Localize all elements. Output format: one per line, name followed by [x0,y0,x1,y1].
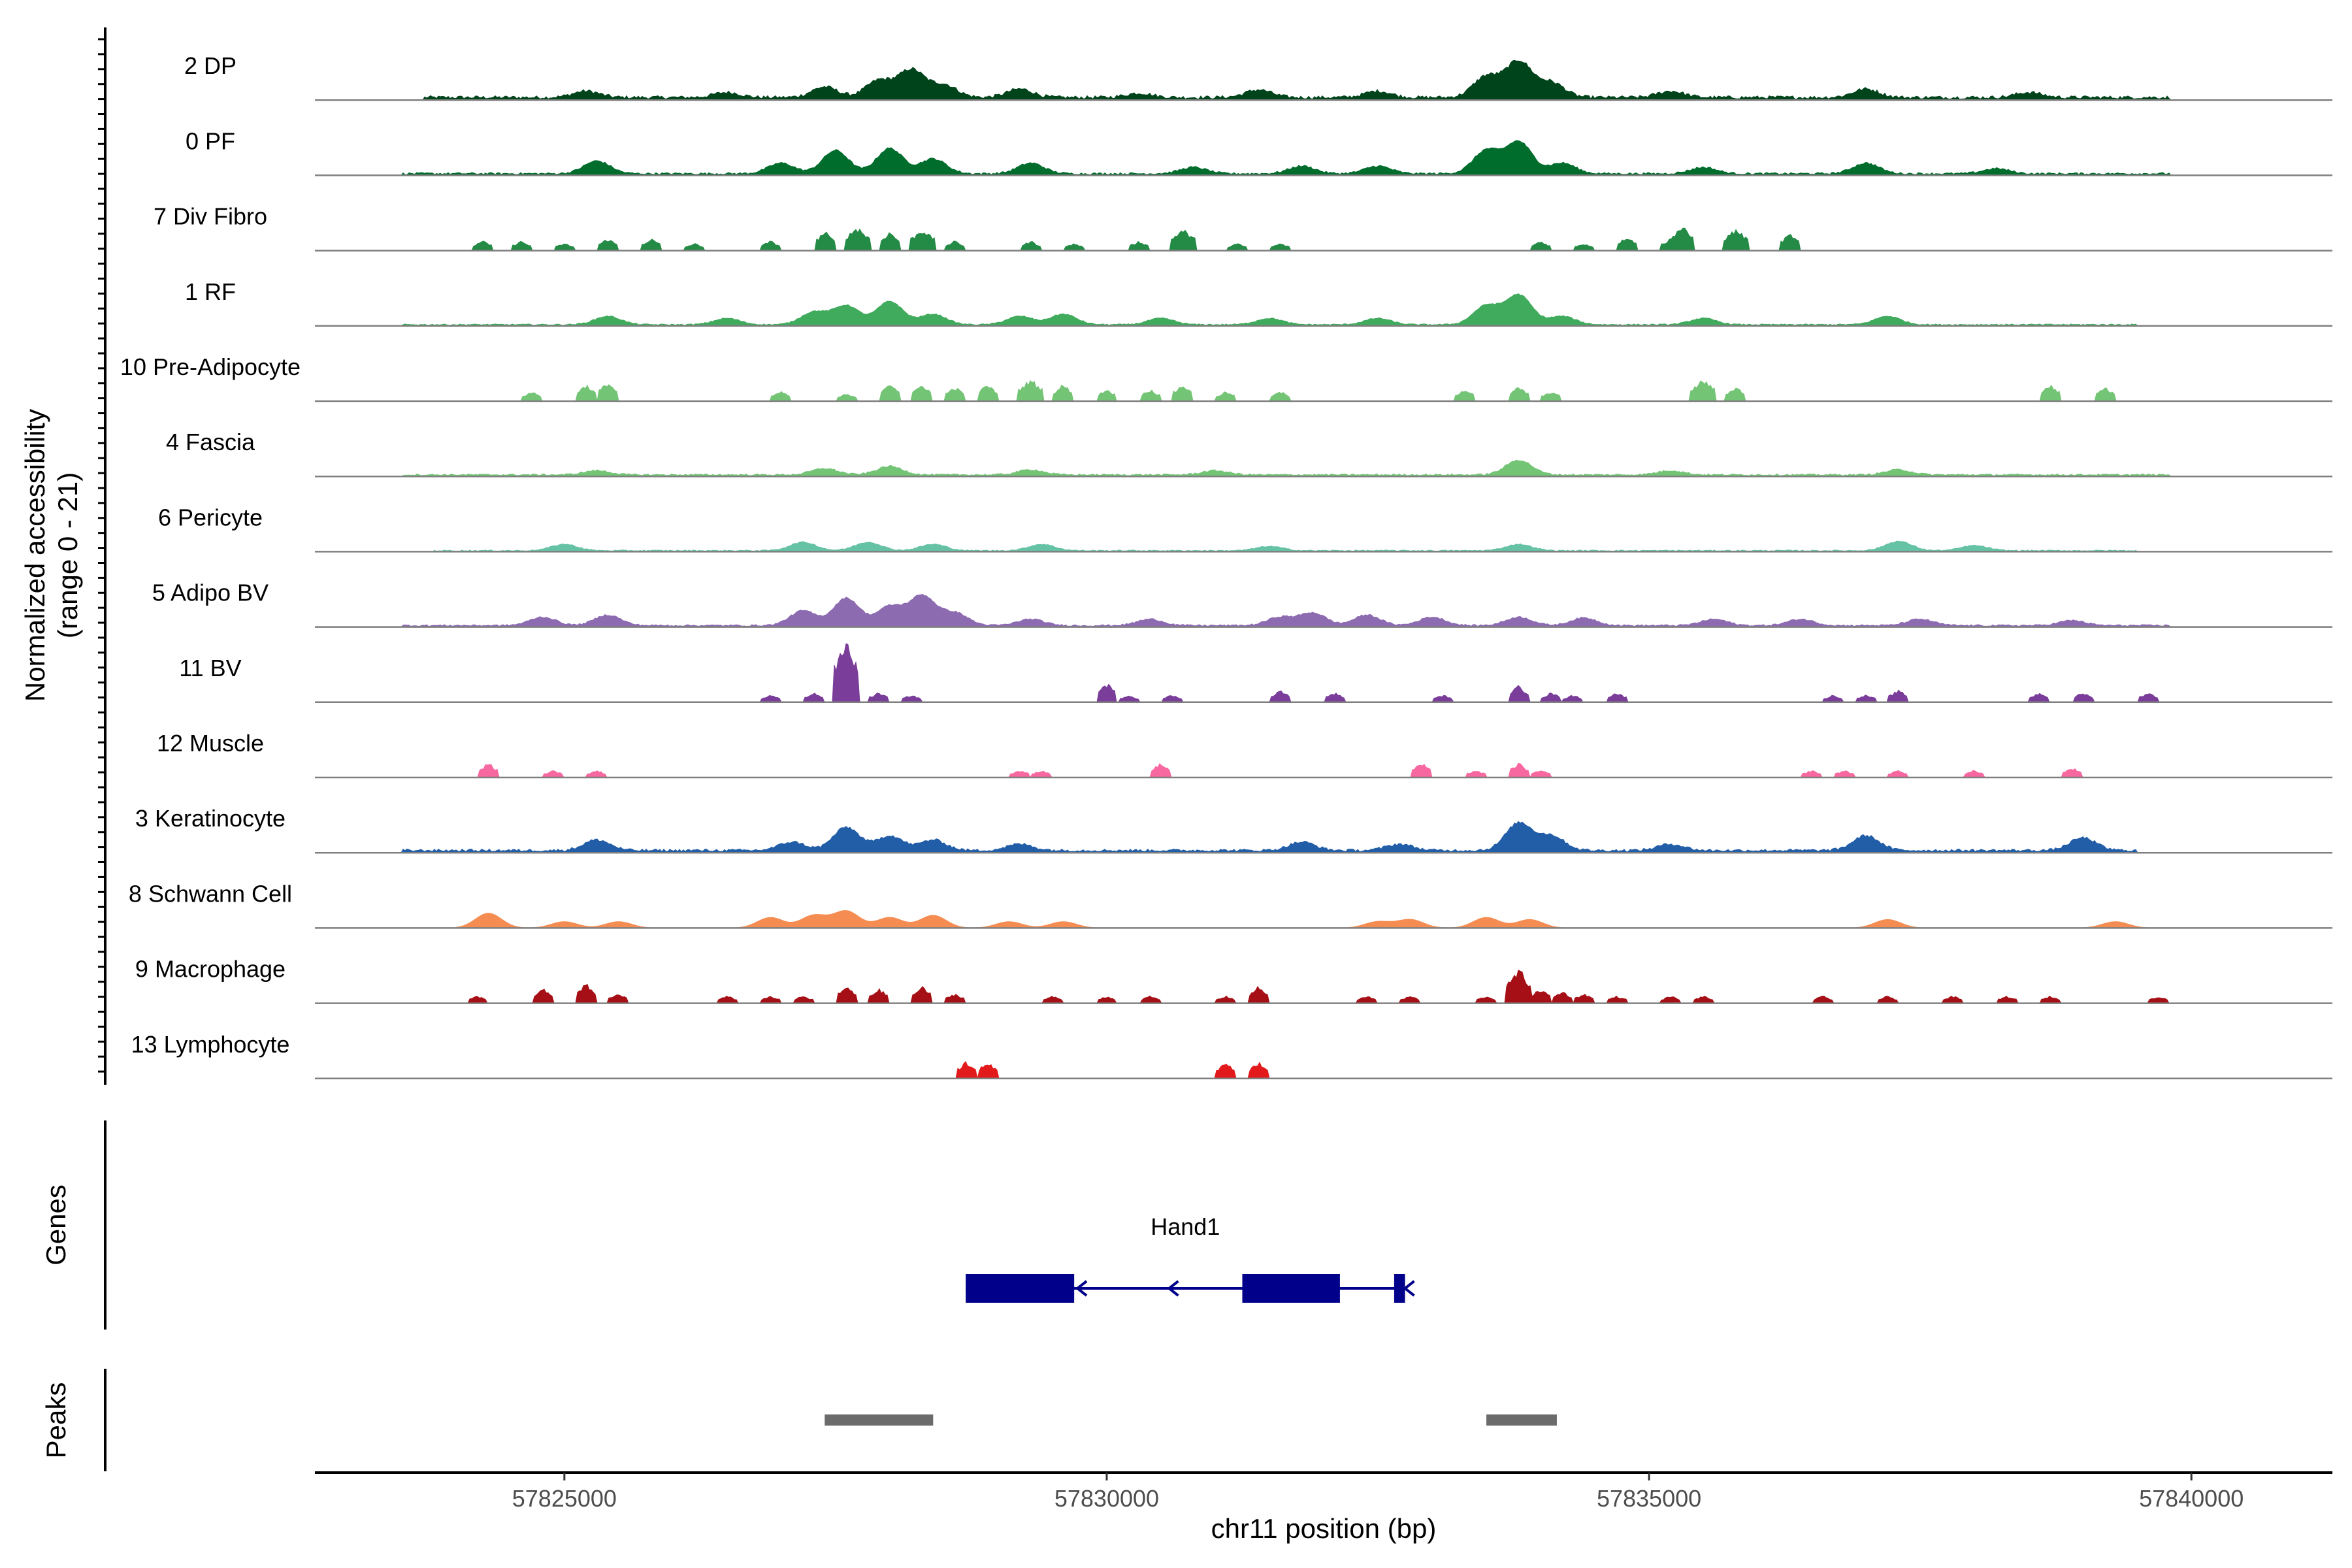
coverage-area [315,293,2332,327]
gene-models: Hand1 [966,1213,1415,1303]
track-10-pre-adipocyte: 10 Pre-Adipocyte [120,353,2332,402]
x-axis: 57825000 57830000 57835000 57840000 chr11 p… [315,1471,2332,1544]
peak-bar [825,1414,934,1426]
track-2-dp: 2 DP [184,52,2332,101]
track-label: 11 BV [179,655,241,681]
track-1-rf: 1 RF [185,278,2332,327]
track-7-div-fibro: 7 Div Fibro [154,203,2332,252]
track-label: 1 RF [185,278,236,305]
strand-arrow [1403,1280,1415,1297]
track-label: 12 Muscle [157,730,264,757]
peaks-panel: Peaks [41,1369,1557,1471]
coverage-tracks: 2 DP 0 PF 7 Div Fibro 1 RF 10 Pre-Adipocyte 4… [120,52,2332,1080]
coverage-area [315,59,2332,101]
track-9-macrophage: 9 Macrophage [135,956,2332,1005]
track-4-fascia: 4 Fascia [166,429,2332,478]
x-axis-title: chr11 position (bp) [1211,1513,1437,1544]
gene-exon [966,1274,1075,1303]
genes-panel-label: Genes [41,1184,71,1266]
track-11-bv: 11 BV [179,643,2332,704]
coverage-area [315,821,2332,853]
y-axis-range: (range 0 - 21) [52,472,83,638]
genes-panel: Genes Hand1 [41,1120,1415,1330]
track-13-lymphocyte: 13 Lymphocyte [131,1031,2332,1080]
track-label: 8 Schwann Cell [129,880,292,907]
track-label: 9 Macrophage [135,956,286,983]
coverage-area [315,380,2332,402]
track-label: 7 Div Fibro [154,203,267,230]
coverage-area [315,540,2332,552]
gene-exon [1242,1274,1340,1303]
track-12-muscle: 12 Muscle [157,730,2332,779]
coverage-area [315,970,2332,1005]
track-label: 2 DP [184,52,237,79]
x-axis-ticks: 57825000 57830000 57835000 57840000 [512,1473,2244,1512]
track-6-pericyte: 6 Pericyte [158,504,2332,553]
coverage-area [315,1061,2332,1079]
track-0-pf: 0 PF [186,127,2332,176]
x-tick-label: 57825000 [512,1485,617,1512]
strand-arrow [1075,1280,1088,1297]
x-tick-label: 57840000 [2139,1485,2244,1512]
track-3-keratinocyte: 3 Keratinocyte [135,805,2332,854]
peaks-panel-label: Peaks [41,1382,71,1459]
track-5-adipo-bv: 5 Adipo BV [152,580,2332,628]
track-label: 4 Fascia [166,429,255,455]
coverage-area [315,594,2332,628]
peak-bars [825,1414,1557,1426]
strand-arrow [1167,1280,1179,1297]
coverage-area [315,227,2332,252]
track-label: 10 Pre-Adipocyte [120,353,301,380]
coverage-area [315,643,2332,703]
x-tick-label: 57830000 [1054,1485,1159,1512]
y-axis-title: Normalized accessibility [20,409,50,702]
track-label: 13 Lymphocyte [131,1031,290,1058]
track-label: 3 Keratinocyte [135,805,286,832]
coverage-area [315,910,2332,928]
track-label: 6 Pericyte [158,504,263,531]
coverage-area [315,140,2332,176]
track-8-schwann-cell: 8 Schwann Cell [129,880,2332,929]
gene-name: Hand1 [1151,1213,1220,1240]
coverage-y-axis [98,27,106,1085]
track-label: 0 PF [186,127,235,154]
gene-hand1: Hand1 [966,1213,1415,1303]
coverage-area [315,459,2332,477]
gene-exon [1394,1274,1405,1303]
peak-bar [1486,1414,1557,1426]
coverage-area [315,762,2332,779]
x-tick-label: 57835000 [1597,1485,1701,1512]
track-label: 5 Adipo BV [152,580,269,606]
